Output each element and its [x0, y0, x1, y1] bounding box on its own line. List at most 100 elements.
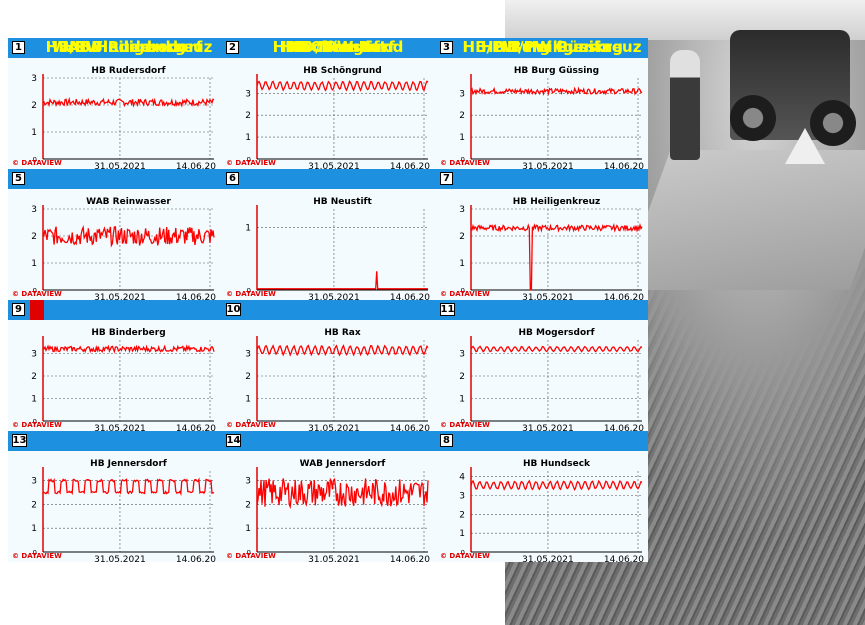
x-tick-label: 31.05.2021: [522, 293, 574, 303]
photo-warning-sign: [785, 128, 825, 164]
x-tick-label: 31.05.2021: [94, 424, 146, 434]
panel-header: [8, 431, 222, 451]
panel-number[interactable]: 1: [12, 41, 25, 54]
panel-number[interactable]: 6: [226, 172, 239, 185]
y-tick-label: 3: [245, 350, 251, 360]
x-tick-label: 14.06.20: [390, 424, 430, 434]
panel-number[interactable]: 5: [12, 172, 25, 185]
dataview-watermark: © DATAVIEW: [226, 290, 276, 298]
series-line: [256, 477, 429, 510]
panel-title: HB/PW Rudersdorf: [45, 38, 203, 56]
x-tick-label: 31.05.2021: [308, 555, 360, 565]
panel-number[interactable]: 3: [440, 41, 453, 54]
panel-number[interactable]: 9: [12, 303, 25, 316]
panel-header: [436, 431, 648, 451]
series-line: [42, 344, 215, 354]
dataview-watermark: © DATAVIEW: [226, 159, 276, 167]
y-tick-label: 3: [459, 350, 465, 360]
x-tick-label: 14.06.20: [604, 162, 644, 172]
x-tick-label: 31.05.2021: [308, 424, 360, 434]
y-tick-label: 0: [33, 287, 37, 295]
x-tick-label: 31.05.2021: [94, 293, 146, 303]
y-tick-label: 3: [31, 477, 37, 487]
line-chart: HB Burg Güssing 3 2 1 0 31.05.2021 14.06.20 © D…: [440, 66, 644, 172]
y-tick-label: 1: [31, 524, 37, 534]
chart-title: HB Rudersdorf: [91, 66, 165, 76]
series-line: [256, 344, 429, 357]
x-tick-label: 14.06.20: [176, 424, 216, 434]
y-tick-label: 2: [31, 372, 37, 382]
chart-title: HB Schöngrund: [303, 66, 381, 76]
y-tick-label: 0: [247, 156, 251, 164]
panel-number[interactable]: 7: [440, 172, 453, 185]
y-tick-label: 1: [459, 395, 465, 405]
y-tick-label: 2: [31, 500, 37, 510]
x-tick-label: 14.06.20: [604, 293, 644, 303]
y-tick-label: 1: [459, 529, 465, 539]
y-tick-label: 1: [459, 259, 465, 269]
line-chart: HB Mogersdorf 3 2 1 0 31.05.2021 14.06.20 © DAT…: [440, 328, 644, 434]
chart-title: HB Jennersdorf: [90, 459, 167, 469]
y-tick-label: 0: [461, 156, 465, 164]
series-line: [470, 479, 643, 492]
x-tick-label: 14.06.20: [390, 162, 430, 172]
chart-title: WAB Jennersdorf: [300, 459, 386, 469]
dashboard-board: 1 2 HB Olbendorf 3 5 HB/PW Rudersdorf 6 HB Schö…: [8, 38, 648, 565]
x-tick-label: 14.06.20: [176, 555, 216, 565]
y-tick-label: 0: [461, 549, 465, 557]
y-tick-label: 2: [245, 500, 251, 510]
y-tick-label: 2: [245, 111, 251, 121]
panel-header: [8, 169, 222, 189]
x-tick-label: 14.06.20: [390, 293, 430, 303]
panel-header: [436, 38, 648, 58]
y-tick-label: 1: [245, 395, 251, 405]
dataview-watermark: © DATAVIEW: [440, 421, 490, 429]
chart-title: HB Mogersdorf: [519, 328, 595, 338]
y-tick-label: 2: [459, 232, 465, 242]
alarm-indicator: [30, 300, 44, 320]
line-chart: HB Schöngrund 3 2 1 0 31.05.2021 14.06.20 © DAT…: [226, 66, 430, 172]
panel-number[interactable]: 11: [440, 303, 455, 316]
x-tick-label: 31.05.2021: [308, 162, 360, 172]
y-tick-label: 1: [459, 133, 465, 143]
y-tick-label: 0: [461, 418, 465, 426]
y-tick-label: 2: [245, 372, 251, 382]
chart-title: HB Rax: [324, 328, 361, 338]
y-tick-label: 2: [31, 101, 37, 111]
panel-number[interactable]: 8: [440, 434, 453, 447]
line-chart: HB Hundseck 4 3 2 1 0 31.05.2021 14.06.20 © DATA…: [440, 459, 644, 565]
photo-road: [619, 150, 865, 290]
y-tick-label: 0: [247, 287, 251, 295]
panel-title: HB Burg Güssing: [480, 38, 624, 56]
x-tick-label: 14.06.20: [390, 555, 430, 565]
y-tick-label: 2: [459, 111, 465, 121]
y-tick-label: 0: [461, 287, 465, 295]
y-tick-label: 3: [245, 89, 251, 99]
dataview-watermark: © DATAVIEW: [12, 552, 62, 560]
panel-number[interactable]: 14: [226, 434, 241, 447]
y-tick-label: 1: [245, 133, 251, 143]
y-tick-label: 0: [247, 549, 251, 557]
panel-title: HB/PW Heiligenkreuz: [462, 38, 642, 56]
y-tick-label: 3: [459, 205, 465, 215]
panel-header: [8, 300, 222, 320]
panel-header: [436, 300, 648, 320]
y-tick-label: 1: [31, 259, 37, 269]
photo-wheel: [730, 95, 776, 141]
x-tick-label: 14.06.20: [176, 162, 216, 172]
panel-number[interactable]: 13: [12, 434, 27, 447]
series-line: [42, 224, 215, 248]
y-tick-label: 2: [31, 232, 37, 242]
series-line: [42, 96, 215, 108]
y-tick-label: 0: [33, 418, 37, 426]
panel-title: HB/PW Punitz: [494, 38, 610, 56]
panel-number[interactable]: 10: [226, 303, 241, 316]
panel-number[interactable]: 2: [226, 41, 239, 54]
panel-header: [436, 169, 648, 189]
panel-header: [222, 38, 436, 58]
line-chart: HB Binderberg 3 2 1 0 31.05.2021 14.06.20 © DAT…: [12, 328, 216, 434]
series-line: [42, 477, 215, 497]
line-chart: WAB Jennersdorf 3 2 1 0 31.05.2021 14.06.20 © D…: [226, 459, 430, 565]
panel-title: HB Schöngrund: [272, 38, 404, 56]
dataview-watermark: © DATAVIEW: [12, 159, 62, 167]
